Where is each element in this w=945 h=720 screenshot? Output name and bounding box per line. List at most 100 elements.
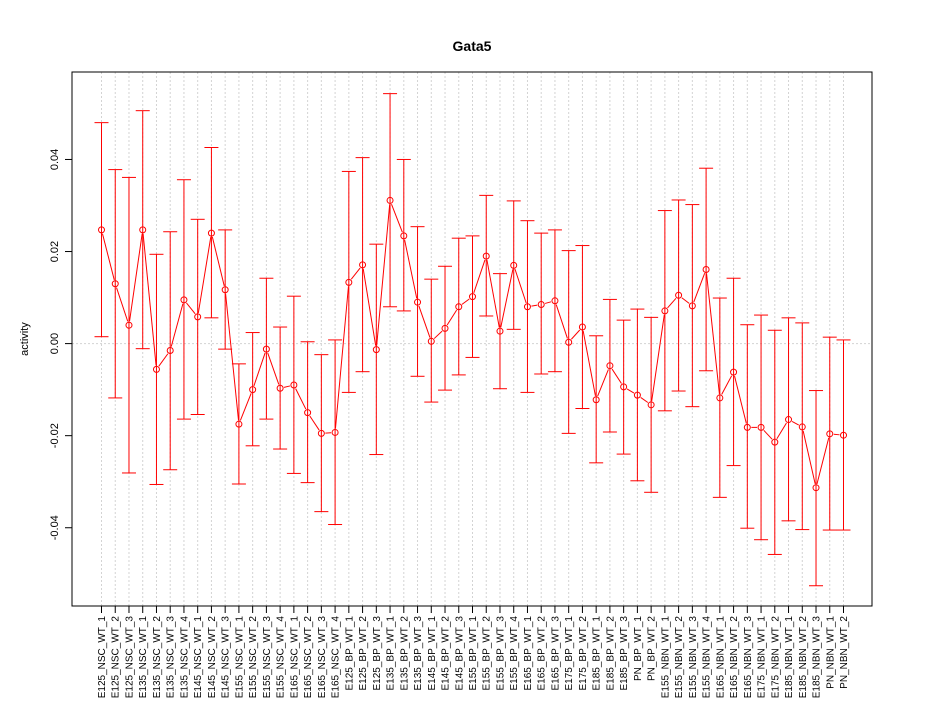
series-line-segment: [197, 236, 212, 314]
series-line-segment: [362, 268, 377, 346]
series-line-segment: [461, 298, 470, 305]
series-line-segment: [791, 421, 799, 426]
x-tick-label: E145_NSC_WT_2: [207, 616, 218, 699]
data-point: [469, 293, 476, 301]
data-point: [152, 365, 160, 373]
x-tick-label: E135_BP_WT_3: [413, 616, 424, 691]
data-point: [510, 261, 518, 269]
data-point: [826, 430, 834, 438]
data-point: [221, 286, 229, 294]
x-tick-label: E135_NSC_WT_1: [138, 616, 149, 699]
chart-title: Gata5: [453, 38, 492, 54]
series-line-segment: [706, 273, 720, 395]
series-line-segment: [418, 305, 431, 338]
data-point: [386, 196, 394, 204]
x-tick-label: E185_BP_WT_3: [619, 616, 630, 691]
series-line-segment: [267, 352, 280, 385]
series-line-segment: [446, 309, 458, 326]
data-layer: [94, 93, 851, 587]
x-tick-label: E155_NBN_WT_1: [660, 616, 671, 699]
x-tick-label: E165_NSC_WT_3: [317, 616, 328, 699]
series-line-segment: [116, 287, 129, 322]
x-tick-label: E185_NBN_WT_2: [798, 616, 809, 699]
x-tick-label: E135_BP_WT_2: [399, 616, 410, 691]
data-point: [578, 323, 586, 331]
series-line-segment: [816, 437, 830, 484]
y-tick-label: 0.02: [49, 241, 61, 262]
series-line-segment: [309, 415, 320, 431]
series-line-segment: [225, 293, 239, 421]
series-line-segment: [531, 304, 538, 307]
series-line-segment: [283, 385, 291, 388]
x-tick-label: E175_NBN_WT_2: [770, 616, 781, 699]
series-line-segment: [334, 286, 349, 429]
data-point: [482, 252, 490, 260]
y-tick-label: -0.04: [49, 515, 61, 540]
series-line-segment: [693, 273, 706, 303]
x-tick-label: E185_BP_WT_2: [605, 616, 616, 691]
data-point: [757, 423, 765, 431]
x-tick-label: E125_BP_WT_3: [372, 616, 383, 691]
data-point: [276, 384, 284, 392]
data-point: [331, 428, 339, 436]
x-tick-label: E145_BP_WT_2: [441, 616, 452, 691]
x-tick-label: E135_NSC_WT_2: [152, 616, 163, 699]
series-line-segment: [626, 388, 635, 394]
series-line-segment: [404, 239, 418, 299]
data-point: [537, 300, 545, 308]
series-line-segment: [734, 375, 747, 424]
data-point: [730, 368, 738, 376]
data-point: [235, 420, 243, 428]
series-line-segment: [544, 301, 552, 304]
x-tick-label: E135_NSC_WT_4: [179, 616, 190, 699]
x-tick-label: E145_NSC_WT_1: [193, 616, 204, 699]
series-line-segment: [570, 329, 581, 340]
data-point: [661, 307, 669, 315]
series-line-segment: [721, 375, 733, 395]
x-tick-label: E175_BP_WT_2: [578, 616, 589, 691]
series-line-segment: [802, 430, 816, 484]
data-point: [455, 303, 463, 311]
y-tick-label: -0.02: [49, 423, 61, 448]
x-tick-label: E165_NSC_WT_2: [303, 616, 314, 699]
data-point: [798, 423, 806, 431]
x-tick-label: E145_BP_WT_1: [427, 616, 438, 691]
x-tick-label: E165_BP_WT_2: [537, 616, 548, 691]
x-tick-label: E165_BP_WT_1: [523, 616, 534, 691]
x-tick-label: E155_NBN_WT_3: [688, 616, 699, 699]
x-tick-label: E165_NBN_WT_2: [729, 616, 740, 699]
data-point: [249, 386, 257, 394]
data-point: [620, 383, 628, 391]
data-point: [592, 396, 600, 404]
series-line-segment: [486, 259, 500, 328]
series-line-segment: [555, 304, 568, 339]
series-line-segment: [102, 233, 115, 281]
x-tick-label: PN_BP_WT_2: [647, 616, 658, 681]
series-line-segment: [158, 353, 169, 367]
data-point: [125, 321, 133, 329]
series-line-segment: [681, 297, 690, 304]
x-tick-label: E155_NBN_WT_2: [674, 616, 685, 699]
data-point: [771, 438, 779, 446]
x-tick-label: E125_NSC_WT_1: [97, 616, 108, 699]
x-tick-label: PN_NBN_WT_1: [825, 616, 836, 689]
series-line-segment: [611, 368, 622, 384]
x-tick-label: E165_NSC_WT_1: [289, 616, 300, 699]
data-point: [372, 346, 380, 354]
data-point: [647, 401, 655, 409]
data-point: [675, 291, 683, 299]
x-tick-label: E155_BP_WT_1: [468, 616, 479, 691]
data-point: [523, 303, 531, 311]
data-point: [304, 409, 312, 417]
series-line-segment: [433, 330, 443, 339]
data-point: [414, 298, 422, 306]
data-point: [166, 347, 174, 355]
series-line-segment: [295, 388, 307, 410]
series-line-segment: [776, 422, 787, 439]
data-point: [194, 313, 202, 321]
series-line-segment: [211, 236, 225, 286]
x-tick-label: E165_BP_WT_3: [550, 616, 561, 691]
x-tick-label: E165_NBN_WT_1: [715, 616, 726, 699]
data-point: [606, 362, 614, 370]
